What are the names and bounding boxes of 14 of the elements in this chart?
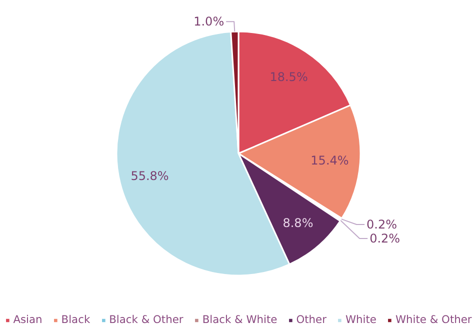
data-label: 1.0% — [194, 14, 224, 29]
data-label: 0.2% — [366, 217, 398, 232]
legend-label: White — [345, 313, 376, 326]
data-label: 0.2% — [370, 231, 400, 246]
legend-label: Black & White — [202, 313, 278, 326]
data-label: 18.5% — [270, 70, 308, 84]
data-label: 15.4% — [310, 154, 349, 168]
legend-label: Black & Other — [109, 313, 184, 326]
legend-label: Other — [296, 313, 326, 326]
legend-label: Black — [61, 313, 90, 326]
data-label: 55.8% — [130, 168, 169, 183]
legend-label: White & Other — [395, 313, 472, 326]
legend-label: Asian — [13, 313, 42, 326]
data-label: 8.8% — [282, 216, 314, 230]
